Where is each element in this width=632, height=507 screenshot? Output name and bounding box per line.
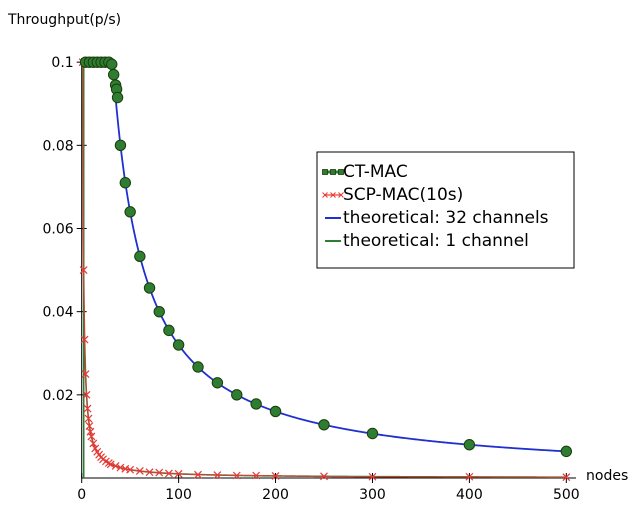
scp-mac-point: [194, 470, 202, 479]
scp-mac-point: [562, 473, 571, 482]
legend-ct-mac-label: CT-MAC: [343, 162, 408, 182]
scp-mac-point: [174, 469, 183, 478]
ct-mac-point: [143, 282, 156, 294]
ct-mac-point: [211, 377, 224, 389]
scp-mac-point: [145, 468, 154, 477]
legend-scp-mac-marker: [330, 192, 336, 198]
ct-mac-point: [107, 68, 120, 81]
scp-mac-point: [213, 471, 222, 480]
scp-mac-point: [116, 463, 125, 472]
ct-mac-point: [153, 305, 165, 318]
scp-mac-point: [252, 471, 261, 480]
scp-mac-point: [86, 427, 95, 436]
legend: CT-MAC SCP-MAC(10s) theoretical: 32 channe…: [316, 151, 575, 269]
legend-ct-mac-marker: [330, 169, 336, 175]
legend-theoretical-1-label: theoretical: 1 channel: [343, 231, 529, 251]
legend-theoretical-32-label: theoretical: 32 channels: [343, 208, 549, 228]
scp-mac-point: [87, 432, 96, 441]
scp-mac-point: [135, 467, 144, 475]
ct-mac-point: [318, 419, 330, 431]
scp-mac-point: [271, 471, 280, 480]
scp-mac-point: [80, 335, 89, 344]
scp-mac-point: [84, 414, 93, 423]
ct-mac-point: [560, 445, 573, 458]
y-axis-label: Throughput(p/s): [7, 12, 121, 28]
ct-mac-point: [106, 58, 118, 70]
scp-mac-point: [155, 468, 164, 477]
x-axis-label: nodes: [586, 468, 628, 484]
ct-mac-point: [134, 250, 146, 263]
legend-scp-mac-marker: [322, 192, 328, 198]
axes: 0 100 200 300 400 500 0.02 0.04 0.06 0.08 0.1: [43, 55, 580, 503]
ct-mac-point: [111, 91, 124, 104]
theoretical-1-channel-line: [81, 61, 567, 478]
legend-scp-mac-label: SCP-MAC(10s): [343, 185, 463, 205]
ct-mac-point: [119, 177, 132, 189]
scp-mac-point: [111, 462, 120, 470]
y-tick-label: 0.1: [51, 55, 73, 71]
x-tick-label: 400: [456, 487, 483, 503]
x-tick-label: 300: [359, 487, 386, 503]
scp-mac-point: [83, 404, 92, 413]
y-tick-label: 0.08: [43, 138, 74, 154]
scp-mac-point: [232, 471, 241, 480]
ct-mac-point: [192, 361, 204, 373]
legend-ct-mac-marker: [322, 169, 328, 175]
x-tick-label: 200: [262, 487, 289, 503]
legend-scp-mac-marker: [338, 192, 344, 198]
scp-mac-point: [320, 472, 328, 481]
ct-mac-point: [163, 324, 175, 337]
ct-mac-point: [172, 339, 185, 351]
y-tick-label: 0.04: [43, 305, 74, 321]
scp-mac-point: [368, 472, 377, 481]
ct-mac-point: [124, 206, 136, 218]
scp-mac-line: [82, 62, 567, 478]
x-tick-label: 0: [77, 487, 86, 503]
scp-mac-point: [465, 472, 474, 481]
scp-mac-point: [79, 266, 88, 275]
ct-mac-point: [366, 427, 379, 440]
ct-mac-point: [463, 439, 476, 451]
scp-mac-point: [81, 370, 90, 378]
y-tick-label: 0.06: [43, 221, 74, 237]
chart-marks: [78, 56, 573, 482]
scp-mac-point: [106, 460, 115, 469]
scp-mac-point: [89, 439, 98, 448]
y-tick-label: 0.02: [43, 388, 74, 404]
x-tick-label: 500: [553, 487, 580, 503]
legend-box: [316, 151, 575, 269]
scp-mac-point: [126, 465, 135, 474]
legend-ct-mac-marker: [338, 169, 344, 175]
x-tick-label: 100: [165, 487, 192, 503]
ct-mac-point: [269, 405, 282, 418]
scp-mac-point: [82, 390, 91, 399]
ct-mac-point: [250, 398, 262, 410]
ct-mac-point: [114, 139, 127, 152]
ct-mac-point: [231, 389, 243, 401]
scp-mac-point: [164, 469, 173, 478]
